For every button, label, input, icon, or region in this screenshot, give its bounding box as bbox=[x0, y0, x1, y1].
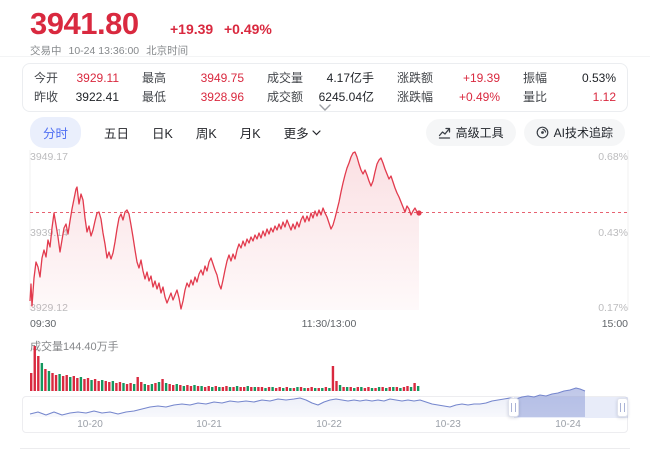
drag-grip-icon bbox=[511, 403, 516, 412]
timezone-label: 北京时间 bbox=[146, 45, 189, 57]
stat-label: 最低 bbox=[142, 90, 167, 104]
current-price: 3941.80 bbox=[30, 6, 139, 41]
nav-date-1: 10-20 bbox=[77, 419, 103, 430]
chart-period-tabs: 分时 五日 日K 周K 月K 更多 bbox=[30, 117, 321, 148]
pct-axis-label-high: 0.68% bbox=[598, 151, 628, 163]
quote-datetime: 10-24 13:36:00 bbox=[68, 45, 140, 57]
y-axis-label-low: 3929.12 bbox=[30, 302, 68, 314]
stats-col-volume-turnover: 成交量 4.17亿手 成交额 6245.04亿 bbox=[267, 71, 374, 104]
pct-axis-label-low: 0.17% bbox=[598, 302, 628, 314]
stat-label: 今开 bbox=[34, 71, 59, 85]
stat-turnover: 成交额 6245.04亿 bbox=[267, 90, 374, 104]
stat-value: 6245.04亿 bbox=[318, 90, 374, 104]
stat-amplitude: 振幅 0.53% bbox=[523, 71, 616, 85]
ai-tracking-label: AI技术追踪 bbox=[553, 126, 613, 140]
stat-label: 最高 bbox=[142, 71, 167, 85]
header-divider bbox=[0, 56, 650, 57]
time-label-close: 15:00 bbox=[601, 318, 628, 330]
advanced-tools-button[interactable]: 高级工具 bbox=[425, 119, 516, 146]
tab-weekly-k[interactable]: 周K bbox=[195, 127, 217, 141]
expand-stats-button[interactable] bbox=[318, 103, 332, 112]
stat-change-amount: 涨跌额 +19.39 bbox=[397, 71, 500, 85]
stat-label: 涨跌幅 bbox=[397, 90, 434, 104]
stats-panel: 今开 3929.11 昨收 3922.41 最高 3949.75 最低 3928.96 … bbox=[22, 63, 628, 112]
stat-high: 最高 3949.75 bbox=[142, 71, 244, 85]
stats-col-open-prevclose: 今开 3929.11 昨收 3922.41 bbox=[34, 71, 119, 104]
stat-label: 昨收 bbox=[34, 90, 59, 104]
stat-label: 量比 bbox=[523, 90, 548, 104]
y-axis-label-high: 3949.17 bbox=[30, 151, 68, 163]
stat-prev-close: 昨收 3922.41 bbox=[34, 90, 119, 104]
drag-grip-icon bbox=[620, 403, 625, 412]
pct-axis-label-mid: 0.43% bbox=[598, 227, 628, 239]
price-change-percent: +0.49% bbox=[224, 21, 272, 37]
nav-date-2: 10-21 bbox=[196, 419, 222, 430]
stat-value: 3922.41 bbox=[75, 90, 119, 104]
ai-tracking-button[interactable]: AI技术追踪 bbox=[523, 119, 625, 146]
tab-more-label: 更多 bbox=[283, 127, 309, 141]
stat-change-percent: 涨跌幅 +0.49% bbox=[397, 90, 500, 104]
toolbar-actions: 高级工具 AI技术追踪 bbox=[425, 119, 625, 146]
chevron-down-icon bbox=[311, 129, 321, 135]
stat-value: 0.53% bbox=[581, 71, 616, 85]
tab-more[interactable]: 更多 bbox=[284, 123, 321, 142]
stat-low: 最低 3928.96 bbox=[142, 90, 244, 104]
navigator-right-handle[interactable] bbox=[617, 398, 628, 417]
stat-value: 1.12 bbox=[592, 90, 616, 104]
market-status-line: 交易中 10-24 13:36:00 北京时间 bbox=[30, 43, 195, 58]
stat-value: 3928.96 bbox=[200, 90, 244, 104]
navigator-left-handle[interactable] bbox=[508, 398, 519, 417]
stat-value: 4.17亿手 bbox=[326, 71, 374, 85]
time-label-open: 09:30 bbox=[30, 318, 57, 330]
stats-col-high-low: 最高 3949.75 最低 3928.96 bbox=[142, 71, 244, 104]
stat-value: 3929.11 bbox=[76, 71, 120, 85]
tab-intraday[interactable]: 分时 bbox=[30, 117, 82, 148]
advanced-tools-label: 高级工具 bbox=[455, 126, 504, 140]
nav-date-3: 10-22 bbox=[316, 419, 342, 430]
stat-label: 涨跌额 bbox=[397, 71, 434, 85]
y-axis-label-mid: 3939.14 bbox=[30, 227, 68, 239]
chevron-down-icon bbox=[319, 104, 331, 111]
ai-radar-icon bbox=[536, 126, 549, 139]
market-status: 交易中 bbox=[30, 45, 62, 57]
navigator-selection[interactable] bbox=[514, 397, 628, 418]
bottom-divider bbox=[20, 448, 630, 449]
stat-label: 成交额 bbox=[267, 90, 304, 104]
time-label-midday: 11:30/13:00 bbox=[301, 318, 357, 330]
stat-volume-ratio: 量比 1.12 bbox=[523, 90, 616, 104]
stat-value: 3949.75 bbox=[200, 71, 244, 85]
advanced-tools-icon bbox=[438, 127, 450, 139]
stat-open: 今开 3929.11 bbox=[34, 71, 119, 85]
tab-daily-k[interactable]: 日K bbox=[152, 127, 173, 141]
tab-five-day[interactable]: 五日 bbox=[104, 127, 130, 141]
volume-label: 成交量144.40万手 bbox=[30, 341, 119, 353]
tab-monthly-k[interactable]: 月K bbox=[239, 127, 261, 141]
stat-label: 振幅 bbox=[523, 71, 548, 85]
stat-label: 成交量 bbox=[267, 71, 304, 85]
stat-value: +0.49% bbox=[458, 90, 500, 104]
nav-date-5: 10-24 bbox=[555, 419, 581, 430]
stat-value: +19.39 bbox=[462, 71, 500, 85]
stat-volume: 成交量 4.17亿手 bbox=[267, 71, 374, 85]
stats-col-amplitude-ratio: 振幅 0.53% 量比 1.12 bbox=[523, 71, 616, 104]
stats-col-change: 涨跌额 +19.39 涨跌幅 +0.49% bbox=[397, 71, 500, 104]
nav-date-4: 10-23 bbox=[435, 419, 461, 430]
price-change: +19.39 bbox=[170, 21, 214, 37]
